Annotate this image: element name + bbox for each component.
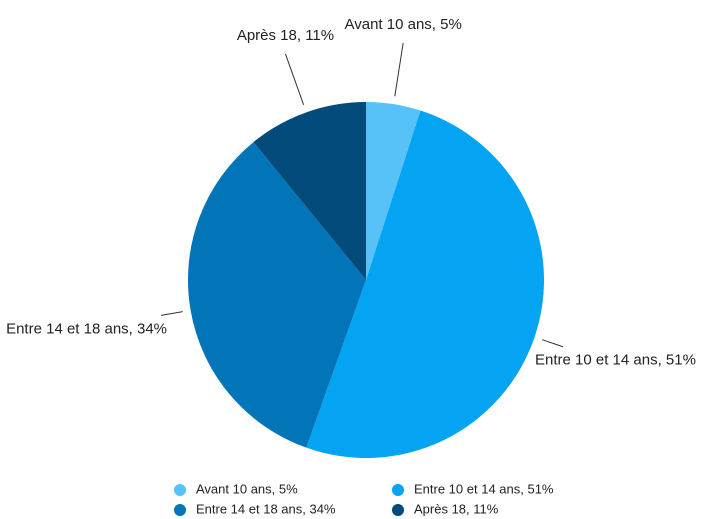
legend-label: Après 18, 11% — [414, 501, 499, 516]
legend-label: Entre 14 et 18 ans, 34% — [196, 501, 336, 516]
data-label: Avant 10 ans, 5% — [345, 16, 462, 33]
data-label: Entre 14 et 18 ans, 34% — [6, 320, 167, 337]
legend-swatch — [392, 504, 404, 516]
pie-slice — [306, 110, 544, 458]
pie-slice — [366, 102, 421, 280]
data-label: Après 18, 11% — [237, 27, 334, 44]
legend-label: Entre 10 et 14 ans, 51% — [414, 481, 554, 496]
pie-slice — [188, 142, 366, 448]
legend-swatch — [174, 484, 186, 496]
legend-label: Avant 10 ans, 5% — [196, 481, 298, 496]
legend-swatch — [392, 484, 404, 496]
leader-line — [160, 311, 183, 316]
leader-line — [394, 42, 404, 97]
pie-slice — [253, 102, 366, 280]
data-label: Entre 10 et 14 ans, 51% — [535, 352, 696, 369]
leader-line — [285, 53, 305, 105]
leader-line — [542, 339, 564, 348]
legend-swatch — [174, 504, 186, 516]
